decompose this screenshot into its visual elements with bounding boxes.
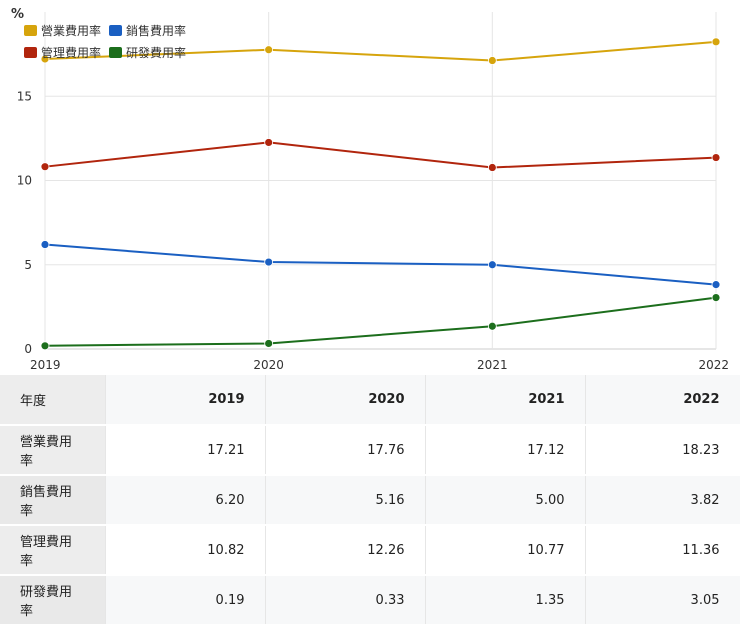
header-year: 2021 (425, 375, 586, 425)
series-line-3 (44, 141, 717, 169)
data-point (487, 56, 497, 65)
legend-item-operating[interactable]: 營業費用率 (24, 22, 101, 39)
data-point (40, 162, 50, 172)
table-cell: 10.77 (425, 525, 586, 575)
legend-item-rnd[interactable]: 研發費用率 (109, 44, 186, 61)
legend-label: 營業費用率 (41, 24, 102, 38)
data-point (264, 138, 274, 147)
table-row: 管理費用率 10.82 12.26 10.77 11.36 (0, 525, 740, 575)
table-row: 研發費用率 0.19 0.33 1.35 3.05 (0, 575, 740, 625)
table-row: 銷售費用率 6.20 5.16 5.00 3.82 (0, 475, 740, 525)
x-tick-label: 2021 (477, 358, 508, 372)
series-line-1 (44, 40, 717, 62)
table-cell: 0.19 (105, 575, 266, 625)
table-cell: 1.35 (425, 575, 586, 625)
table-cell: 5.00 (425, 475, 586, 525)
data-table: 年度 2019 2020 2021 2022 營業費用率 17.21 17.76… (0, 375, 740, 626)
data-point (40, 240, 50, 249)
legend-label: 管理費用率 (41, 46, 102, 60)
data-point (487, 163, 497, 172)
legend-swatch (24, 25, 37, 36)
header-year: 2020 (265, 375, 426, 425)
legend-swatch (109, 25, 123, 36)
y-tick-label: 10 (17, 174, 32, 188)
data-point (40, 341, 50, 351)
table-cell: 3.05 (585, 575, 740, 625)
legend-swatch (109, 47, 123, 58)
chart-legend: 營業費用率 銷售費用率 管理費用率 研發費用率 (24, 22, 186, 61)
x-tick-label: 2020 (253, 358, 284, 372)
x-tick-label: 2019 (30, 358, 61, 372)
data-point (487, 321, 497, 331)
legend-item-admin[interactable]: 管理費用率 (24, 44, 101, 61)
data-point (264, 339, 274, 348)
table-cell: 3.82 (585, 475, 740, 525)
table-cell: 17.21 (105, 425, 266, 475)
series-line-2 (44, 243, 717, 286)
y-tick-label: 5 (24, 258, 32, 272)
x-tick-label: 2022 (698, 358, 729, 372)
table-cell: 17.12 (425, 425, 586, 475)
y-tick-label: 0 (24, 342, 32, 356)
table-header-row: 年度 2019 2020 2021 2022 (0, 375, 740, 425)
data-point (40, 54, 50, 64)
table-cell: 12.26 (265, 525, 426, 575)
y-tick-label: 15 (17, 89, 32, 103)
table-cell: 11.36 (585, 525, 740, 575)
table-cell: 17.76 (265, 425, 426, 475)
legend-swatch (24, 47, 37, 58)
legend-item-sales[interactable]: 銷售費用率 (109, 22, 186, 39)
row-label: 營業費用率 (0, 425, 106, 475)
row-label: 管理費用率 (0, 525, 106, 575)
table-cell: 0.33 (265, 575, 426, 625)
table-cell: 5.16 (265, 475, 426, 525)
data-point (711, 153, 721, 162)
data-point (264, 257, 274, 267)
line-chart: 0 5 10 15 2019 2020 2021 2022 (17, 12, 729, 372)
series-line-4 (44, 296, 717, 347)
table-cell: 10.82 (105, 525, 266, 575)
legend-label: 研發費用率 (126, 46, 187, 60)
y-axis-unit: % (11, 7, 25, 22)
header-year: 2019 (105, 375, 266, 425)
row-label: 研發費用率 (0, 575, 106, 625)
data-point (487, 260, 497, 270)
header-year-label: 年度 (0, 375, 106, 425)
legend-label: 銷售費用率 (126, 24, 187, 38)
data-point (711, 293, 721, 303)
row-label: 銷售費用率 (0, 475, 106, 525)
header-year: 2022 (585, 375, 740, 425)
data-point (711, 280, 721, 290)
data-point (711, 37, 721, 47)
table-cell: 6.20 (105, 475, 266, 525)
table-cell: 18.23 (585, 425, 740, 475)
data-point (264, 45, 274, 55)
table-row: 營業費用率 17.21 17.76 17.12 18.23 (0, 425, 740, 475)
